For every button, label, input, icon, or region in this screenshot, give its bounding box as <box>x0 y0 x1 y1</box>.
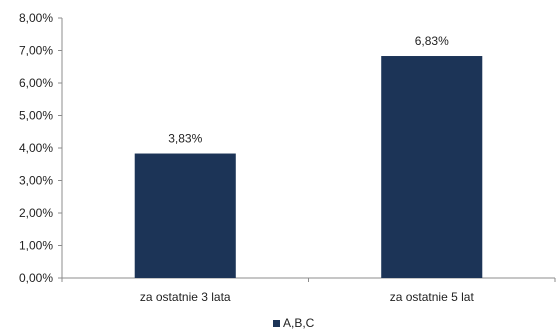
y-tick-label: 4,00% <box>19 141 53 155</box>
y-tick-label: 8,00% <box>19 11 53 25</box>
bar <box>134 153 236 278</box>
legend-label: A,B,C <box>283 316 315 330</box>
data-label: 3,83% <box>168 132 202 146</box>
y-tick-label: 0,00% <box>19 271 53 285</box>
legend: A,B,C <box>273 316 315 330</box>
y-tick-label: 7,00% <box>19 44 53 58</box>
x-axis: za ostatnie 3 lata za ostatnie 5 lat <box>61 277 556 304</box>
x-tick-label: za ostatnie 3 lata <box>140 290 231 304</box>
bar <box>381 56 483 279</box>
bars: 3,83% 6,83% <box>134 34 483 279</box>
y-axis: 0,00% 1,00% 2,00% 3,00% 4,00% 5,00% 6,00% 7,00%… <box>19 11 63 285</box>
y-tick-label: 3,00% <box>19 174 53 188</box>
x-tick-label: za ostatnie 5 lat <box>390 290 475 304</box>
y-tick-label: 1,00% <box>19 239 53 253</box>
y-tick-label: 5,00% <box>19 109 53 123</box>
y-tick-label: 2,00% <box>19 206 53 220</box>
data-label: 6,83% <box>415 34 449 48</box>
y-tick-label: 6,00% <box>19 76 53 90</box>
legend-swatch <box>273 320 280 327</box>
